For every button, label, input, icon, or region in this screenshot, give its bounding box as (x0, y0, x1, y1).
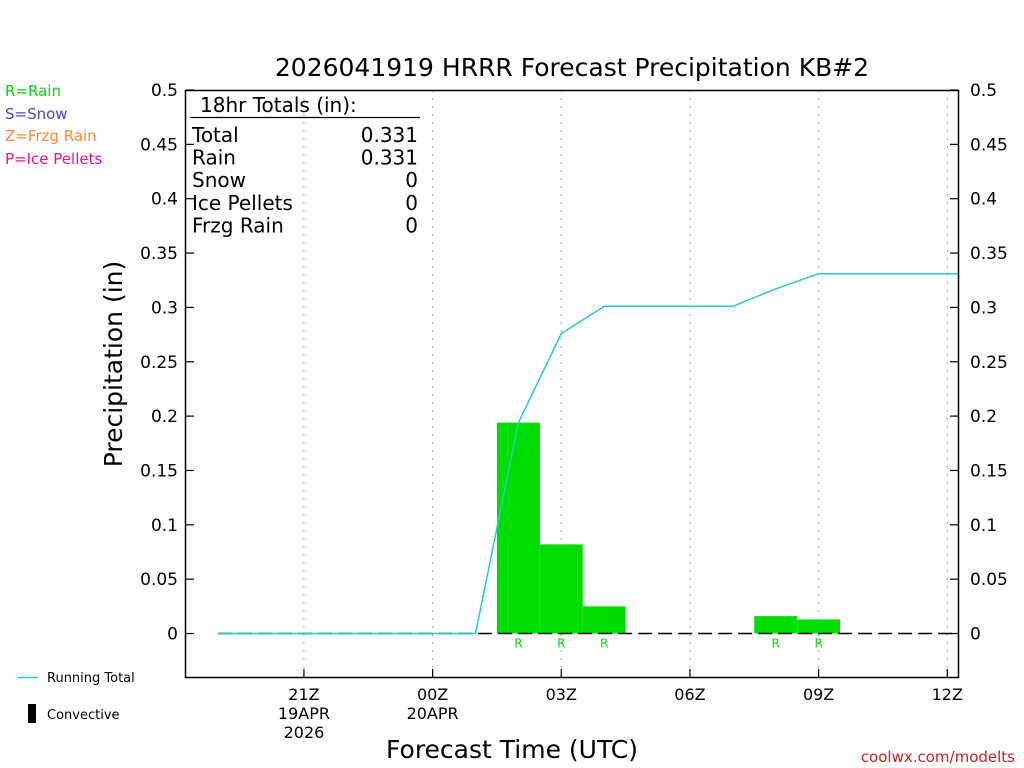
y-tick-label-left-4: 0.2 (151, 407, 178, 427)
totals-row-value-1: 0.331 (361, 146, 418, 170)
precip-bar-1 (539, 544, 583, 634)
precip-bar-4 (797, 619, 841, 634)
plot-frame (184, 89, 960, 679)
y-tick-label-right-1: 0.05 (970, 570, 1008, 590)
legend-frzg-rain: Z=Frzg Rain (5, 127, 97, 145)
totals-box: 18hr Totals (in): Total 0.331 Rain 0.331 Sno… (190, 93, 420, 237)
x-tick-date-0: 19APR (278, 704, 330, 723)
precip-bars (496, 422, 841, 634)
convective-legend-label: Convective (47, 708, 120, 723)
y-tick-label-left-2: 0.1 (151, 516, 178, 536)
totals-row-value-2: 0 (405, 168, 418, 192)
y-axis-right: 0 0.05 0.1 0.15 0.2 0.25 0.3 0.35 0.4 0.45 0.5 (950, 81, 1008, 645)
x-tick-label-1: 00Z (417, 685, 448, 704)
convective-legend-swatch (28, 704, 36, 723)
y-tick-label-right-5: 0.25 (970, 353, 1008, 373)
precip-type-legend: R=Rain S=Snow Z=Frzg Rain P=Ice Pellets (5, 82, 102, 168)
y-tick-label-right-0: 0 (970, 625, 981, 645)
y-tick-label-right-2: 0.1 (970, 516, 997, 536)
bar-type-label-3: R (772, 637, 780, 651)
y-tick-label-right-8: 0.4 (970, 190, 997, 210)
running-total-legend-label: Running Total (47, 671, 135, 686)
precip-bar-2 (582, 606, 626, 634)
totals-row-value-0: 0.331 (361, 123, 418, 147)
y-axis-label: Precipitation (in) (99, 261, 128, 468)
bar-type-label-0: R (514, 637, 522, 651)
totals-row-label-3: Ice Pellets (192, 191, 293, 215)
bar-type-label-1: R (557, 637, 565, 651)
x-axis-label: Forecast Time (UTC) (386, 735, 638, 764)
y-tick-label-right-10: 0.5 (970, 81, 997, 101)
x-tick-label-3: 06Z (674, 685, 705, 704)
totals-row-value-3: 0 (405, 191, 418, 215)
precip-bar-3 (754, 616, 798, 634)
legend-ice-pellets: P=Ice Pellets (5, 150, 102, 168)
totals-row-label-2: Snow (192, 168, 246, 192)
totals-rows: Total 0.331 Rain 0.331 Snow 0 Ice Pellets 0 Frzg… (191, 123, 418, 237)
chart-title: 2026041919 HRRR Forecast Precipitation K… (275, 53, 869, 82)
y-axis-left: 0 0.05 0.1 0.15 0.2 0.25 0.3 0.35 0.4 0.45 0.5 (140, 81, 194, 645)
y-tick-label-right-4: 0.2 (970, 407, 997, 427)
y-tick-label-left-5: 0.25 (140, 353, 178, 373)
y-tick-label-right-9: 0.45 (970, 135, 1008, 155)
x-tick-label-4: 09Z (803, 685, 834, 704)
totals-row-value-4: 0 (405, 213, 418, 237)
y-tick-label-left-10: 0.5 (151, 81, 178, 101)
x-tick-date-1: 20APR (407, 704, 459, 723)
y-tick-label-left-0: 0 (167, 625, 178, 645)
x-tick-label-5: 12Z (932, 685, 963, 704)
bar-type-label-2: R (600, 637, 608, 651)
credit-url: coolwx.com/modelts (861, 748, 1015, 766)
bar-type-label-4: R (814, 637, 822, 651)
legend-rain: R=Rain (5, 82, 61, 100)
totals-heading: 18hr Totals (in): (200, 93, 357, 117)
y-tick-label-left-6: 0.3 (151, 298, 178, 318)
y-tick-label-right-6: 0.3 (970, 298, 997, 318)
totals-row-label-0: Total (191, 123, 239, 147)
y-tick-label-left-3: 0.15 (140, 461, 178, 481)
y-tick-label-left-8: 0.4 (151, 190, 178, 210)
y-tick-label-left-7: 0.35 (140, 244, 178, 264)
totals-row-label-1: Rain (192, 146, 236, 170)
totals-row-label-4: Frzg Rain (192, 213, 284, 237)
running-total-line (218, 272, 958, 635)
x-tick-label-0: 21Z (288, 685, 319, 704)
x-tick-label-2: 03Z (546, 685, 577, 704)
precip-bar-0 (496, 422, 540, 634)
bottom-legend: Running Total Convective (18, 671, 135, 723)
y-tick-label-left-1: 0.05 (140, 570, 178, 590)
y-tick-label-right-3: 0.15 (970, 461, 1008, 481)
x-tick-year-0: 2026 (284, 723, 325, 742)
legend-snow: S=Snow (5, 105, 68, 123)
y-tick-label-right-7: 0.35 (970, 244, 1008, 264)
y-tick-label-left-9: 0.45 (140, 135, 178, 155)
